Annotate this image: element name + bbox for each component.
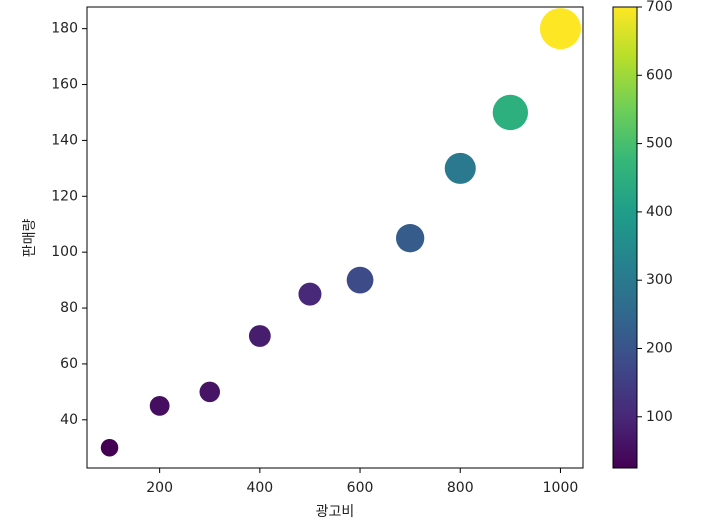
- point: [248, 325, 271, 347]
- point: [539, 8, 582, 50]
- colorbar-tick-label: 500: [646, 136, 673, 152]
- y-tick-label: 160: [51, 77, 78, 93]
- plot-frame: [86, 6, 584, 469]
- x-tick-label: 200: [146, 480, 173, 496]
- x-axis-label: 광고비: [316, 504, 355, 520]
- y-tick-label: 80: [60, 300, 78, 316]
- point: [395, 224, 425, 253]
- colorbar-tick-label: 700: [646, 0, 673, 15]
- point: [149, 395, 170, 416]
- point: [100, 438, 119, 457]
- x-tick-label: 800: [447, 480, 474, 496]
- colorbar-tick-label: 400: [646, 204, 673, 220]
- point: [444, 152, 476, 184]
- y-tick-label: 140: [51, 132, 78, 148]
- y-tick-label: 180: [51, 21, 78, 37]
- colorbar-tick-label: 200: [646, 340, 673, 356]
- y-tick-label: 120: [51, 188, 78, 204]
- colorbar: [612, 6, 638, 469]
- x-tick-label: 1000: [543, 480, 579, 496]
- point: [298, 282, 322, 306]
- point: [199, 381, 221, 403]
- colorbar-tick-label: 300: [646, 272, 673, 288]
- y-tick-label: 60: [60, 356, 78, 372]
- y-axis-label: 판매량: [22, 219, 38, 258]
- y-tick-label: 40: [60, 412, 78, 428]
- x-tick-label: 600: [347, 480, 374, 496]
- colorbar-tick-label: 100: [646, 409, 673, 425]
- point: [346, 266, 374, 294]
- y-tick-label: 100: [51, 244, 78, 260]
- colorbar-tick-label: 600: [646, 67, 673, 83]
- x-tick-label: 400: [246, 480, 273, 496]
- point: [492, 94, 529, 131]
